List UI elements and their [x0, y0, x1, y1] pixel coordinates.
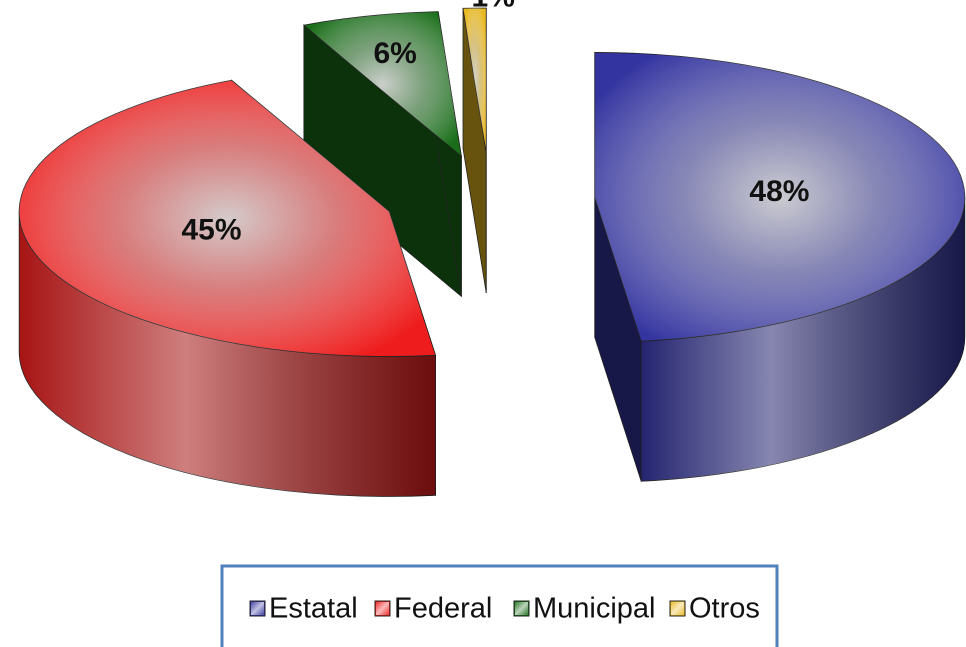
slice-highlight	[594, 52, 965, 342]
slice-side-highlight	[19, 211, 436, 497]
slice: 48%	[594, 52, 966, 482]
slice-highlight	[19, 80, 436, 357]
pie: 1% 6% 48% 45%	[18, 0, 966, 497]
slice: 6%	[302, 11, 462, 298]
data-label: 48%	[749, 175, 809, 208]
legend-label: Municipal	[533, 593, 656, 625]
legend: Estatal Federal Municipal Otros	[249, 593, 760, 625]
data-label: 45%	[181, 214, 241, 247]
legend-label: Estatal	[269, 593, 358, 625]
legend-label: Federal	[394, 593, 492, 625]
legend-label: Otros	[689, 593, 760, 625]
slice: 45%	[18, 79, 437, 497]
slice-highlight	[303, 11, 462, 157]
data-label: 6%	[373, 37, 416, 70]
slice-highlight	[462, 7, 487, 153]
data-label: 1%	[472, 0, 515, 14]
slice-side-highlight	[641, 197, 965, 482]
legend-swatch-highlight	[671, 602, 684, 615]
legend-swatch-highlight	[376, 602, 389, 615]
legend-swatch-highlight	[515, 602, 528, 615]
slice: 1%	[462, 0, 515, 294]
legend-swatch-highlight	[251, 602, 264, 615]
